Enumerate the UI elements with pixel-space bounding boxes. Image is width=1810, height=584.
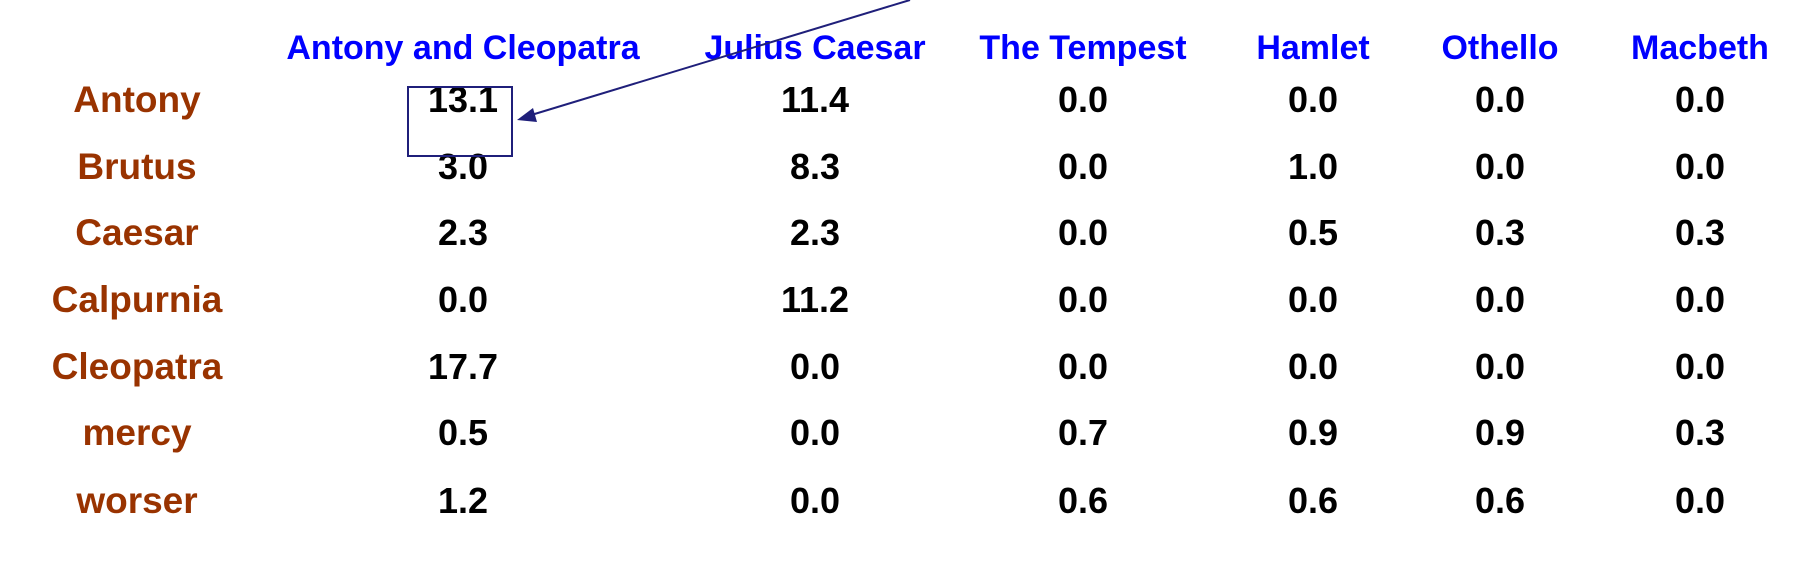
cell-value: 0.0 bbox=[1057, 279, 1109, 320]
row-label: worser bbox=[76, 480, 198, 521]
cell-value: 0.0 bbox=[1674, 480, 1726, 521]
cell-value: 0.0 bbox=[1674, 79, 1726, 120]
highlighted-cell-value: 13.1 bbox=[427, 79, 499, 120]
cell-value: 0.0 bbox=[1474, 146, 1526, 187]
cell-value: 11.4 bbox=[780, 79, 850, 120]
cell-value: 0.0 bbox=[1674, 279, 1726, 320]
cell-value: 0.0 bbox=[789, 346, 841, 387]
cell-value: 0.0 bbox=[1057, 79, 1109, 120]
cell-value: 0.0 bbox=[1287, 79, 1339, 120]
column-header: Macbeth bbox=[1631, 29, 1769, 67]
cell-value: 2.3 bbox=[789, 212, 841, 253]
cell-value: 0.7 bbox=[1057, 412, 1109, 453]
column-header: Antony and Cleopatra bbox=[286, 29, 640, 67]
cell-value: 0.3 bbox=[1474, 212, 1526, 253]
cell-value: 0.3 bbox=[1674, 212, 1726, 253]
cell-value: 0.3 bbox=[1674, 412, 1726, 453]
row-label: Calpurnia bbox=[51, 279, 223, 320]
row-label: Caesar bbox=[75, 212, 199, 253]
cell-value: 1.0 bbox=[1287, 146, 1339, 187]
cell-value: 0.0 bbox=[1474, 346, 1526, 387]
cell-value: 0.0 bbox=[1287, 279, 1339, 320]
cell-value: 8.3 bbox=[789, 146, 841, 187]
cell-value: 0.0 bbox=[789, 480, 841, 521]
cell-value: 0.9 bbox=[1474, 412, 1526, 453]
cell-value: 0.0 bbox=[1057, 146, 1109, 187]
column-header: Julius Caesar bbox=[704, 29, 926, 67]
cell-value: 0.0 bbox=[437, 279, 489, 320]
cell-value: 0.0 bbox=[1674, 146, 1726, 187]
cell-value: 0.0 bbox=[1287, 346, 1339, 387]
cell-value: 0.6 bbox=[1287, 480, 1339, 521]
cell-value: 0.0 bbox=[1674, 346, 1726, 387]
cell-value: 11.2 bbox=[780, 279, 850, 320]
row-label: Brutus bbox=[77, 146, 197, 187]
cell-value: 0.5 bbox=[437, 412, 489, 453]
cell-value: 0.0 bbox=[1474, 279, 1526, 320]
row-label: mercy bbox=[82, 412, 192, 453]
column-header: Othello bbox=[1441, 29, 1559, 67]
column-header: The Tempest bbox=[979, 29, 1187, 67]
cell-value: 0.0 bbox=[1474, 79, 1526, 120]
cell-value: 0.9 bbox=[1287, 412, 1339, 453]
cell-value: 0.0 bbox=[1057, 346, 1109, 387]
cell-value: 2.3 bbox=[437, 212, 489, 253]
column-header: Hamlet bbox=[1256, 29, 1370, 67]
cell-value: 0.5 bbox=[1287, 212, 1339, 253]
cell-value: 0.0 bbox=[789, 412, 841, 453]
cell-value: 17.7 bbox=[427, 346, 499, 387]
cell-value: 3.0 bbox=[437, 146, 489, 187]
cell-value: 1.2 bbox=[437, 480, 489, 521]
cell-value: 0.0 bbox=[1057, 212, 1109, 253]
cell-value: 0.6 bbox=[1474, 480, 1526, 521]
row-label: Antony bbox=[73, 79, 201, 120]
row-label: Cleopatra bbox=[51, 346, 223, 387]
cell-value: 0.6 bbox=[1057, 480, 1109, 521]
highlighted-cell-box bbox=[407, 86, 513, 157]
